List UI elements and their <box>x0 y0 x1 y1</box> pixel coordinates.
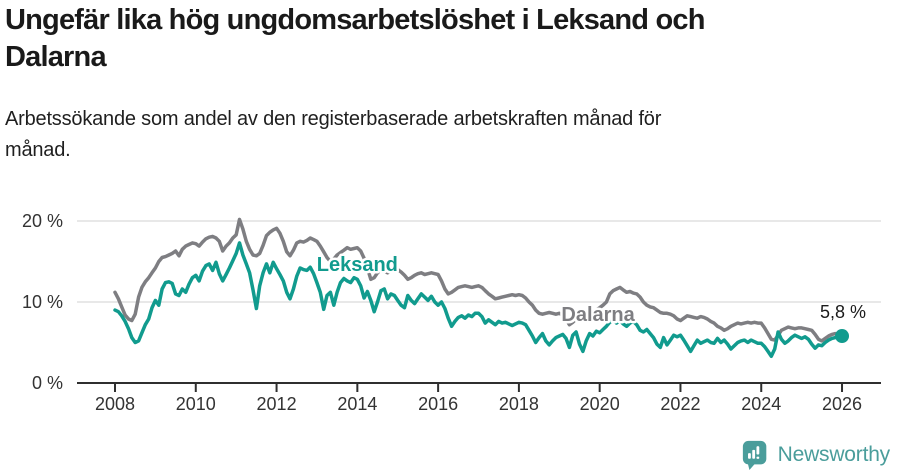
x-axis-tick-label: 2008 <box>95 394 135 414</box>
latest-value-label: 5,8 % <box>820 302 866 322</box>
x-axis-tick-label: 2016 <box>418 394 458 414</box>
x-axis-tick-label: 2022 <box>660 394 700 414</box>
newsworthy-logo-icon <box>742 440 766 470</box>
page-subtitle: Arbetssökande som andel av den registerb… <box>5 108 662 161</box>
series-label-dalarna: Dalarna <box>561 304 635 326</box>
x-axis-tick-label: 2012 <box>257 394 297 414</box>
unemployment-line-chart: 0 % 10 % 20 % 2008 2010 2012 2014 2016 2018 2020 2… <box>22 211 881 414</box>
x-axis-tick-label: 2020 <box>580 394 620 414</box>
series-line-leksand <box>113 241 844 359</box>
x-axis-tick-label: 2018 <box>499 394 539 414</box>
brand-footer: Newsworthy <box>741 439 890 470</box>
y-axis-tick-label: 0 % <box>32 373 63 393</box>
x-axis-tick-label: 2024 <box>741 394 781 414</box>
series-label-leksand: Leksand <box>317 254 398 276</box>
page-title: Ungefär lika hög ungdomsarbetslöshet i L… <box>5 4 705 73</box>
latest-value-dot <box>835 329 850 344</box>
x-axis-tick-label: 2026 <box>822 394 862 414</box>
series-line-dalarna <box>113 217 844 343</box>
x-axis-tick-label: 2010 <box>176 394 216 414</box>
x-axis-tick-label: 2014 <box>337 394 377 414</box>
y-axis-tick-label: 10 % <box>22 292 63 312</box>
brand-name: Newsworthy <box>777 442 891 466</box>
y-axis-tick-label: 20 % <box>22 211 63 231</box>
